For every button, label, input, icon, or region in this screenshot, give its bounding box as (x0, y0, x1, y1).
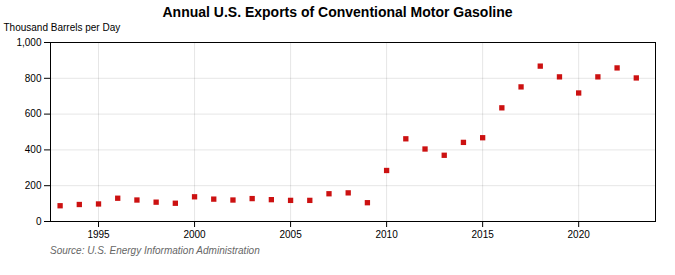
svg-text:400: 400 (25, 144, 42, 155)
svg-text:600: 600 (25, 108, 42, 119)
svg-text:2015: 2015 (472, 229, 495, 240)
svg-text:0: 0 (36, 216, 42, 227)
svg-text:2005: 2005 (279, 229, 302, 240)
svg-text:2020: 2020 (568, 229, 591, 240)
svg-text:1995: 1995 (87, 229, 110, 240)
svg-text:200: 200 (25, 180, 42, 191)
svg-text:2000: 2000 (183, 229, 206, 240)
html-text:Source: U.S. Energy Informatio: Source: U.S. Energy Information Administ… (50, 245, 260, 256)
svg-text:800: 800 (25, 73, 42, 84)
svg-text:Thousand Barrels per Day: Thousand Barrels per Day (4, 22, 121, 33)
html-text:Annual U.S. Exports of Convent: Annual U.S. Exports of Conventional Moto… (162, 4, 513, 20)
svg-text:2010: 2010 (375, 229, 398, 240)
svg-text:1,000: 1,000 (16, 37, 41, 48)
